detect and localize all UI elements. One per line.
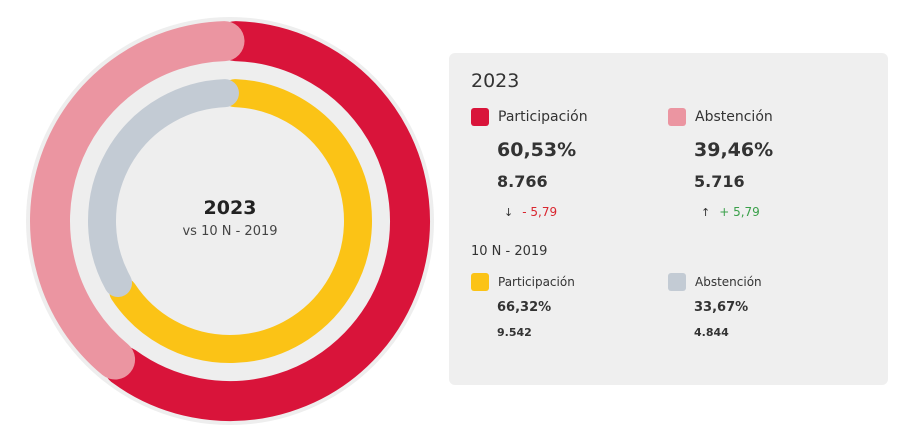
center-title: 2023 [203,197,257,219]
donut-slice-inner-abstencin [88,79,239,298]
legend-swatch [668,273,686,291]
participacion-2023-count: 8.766 [497,172,548,191]
abstencion-2023-percent: 39,46% [694,139,774,161]
delta-value: - 5,79 [522,205,558,219]
legend-participacion-2019: Participación [471,273,575,291]
legend-swatch [471,108,489,126]
results-panel: 2023 Participación 60,53% 8.766 ↓ - 5,79… [449,53,888,385]
participacion-2019-percent: 66,32% [497,300,552,315]
legend-label: Participación [498,275,575,289]
abstencion-2023-count: 5.716 [694,172,745,191]
legend-participacion-2023: Participación [471,108,588,126]
previous-election-title: 10 N - 2019 [471,244,548,259]
panel-year: 2023 [471,70,520,92]
legend-label: Abstención [695,109,773,125]
legend-abstencion-2019: Abstención [668,273,762,291]
participacion-2023-delta: ↓ - 5,79 [504,205,557,219]
legend-label: Participación [498,109,588,125]
donut-slice-outer-participacin [103,21,430,421]
inner-ring [88,79,372,363]
legend-swatch [668,108,686,126]
arrow-down-icon: ↓ [504,205,514,219]
center-subtitle: vs 10 N - 2019 [182,224,278,239]
outer-ring [30,21,430,421]
legend-abstencion-2023: Abstención [668,108,773,126]
abstencion-2019-percent: 33,67% [694,300,749,315]
donut-background [26,17,434,425]
arrow-up-icon: ↑ [701,205,711,219]
participacion-2023-percent: 60,53% [497,139,577,161]
legend-swatch [471,273,489,291]
abstencion-2019-count: 4.844 [694,326,729,339]
legend-label: Abstención [695,275,762,289]
donut-slice-outer-abstencin [30,21,245,380]
donut-slice-inner-participacin [109,79,372,363]
donut-chart [26,17,434,425]
donut-center-label: 2023 vs 10 N - 2019 [112,196,348,239]
abstencion-2023-delta: ↑ + 5,79 [701,205,760,219]
participacion-2019-count: 9.542 [497,326,532,339]
delta-value: + 5,79 [719,205,760,219]
